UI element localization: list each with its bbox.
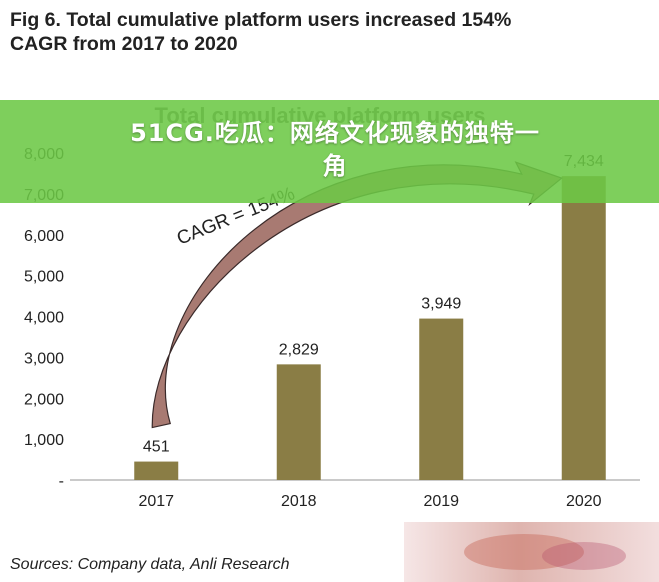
overlay-line-1: 51CG.吃瓜：网络文化现象的独特一 — [130, 119, 540, 147]
x-tick-label: 2019 — [423, 493, 459, 510]
figure-title: Fig 6. Total cumulative platform users i… — [10, 8, 650, 56]
y-tick-label: 1,000 — [24, 432, 64, 449]
data-label: 3,949 — [421, 296, 461, 313]
y-tick-label: 5,000 — [24, 269, 64, 286]
watermark-stamp — [404, 522, 659, 582]
bar — [134, 461, 179, 480]
overlay-banner — [0, 100, 659, 203]
bar — [419, 318, 464, 480]
data-label: 2,829 — [279, 341, 319, 358]
figure-title-line-1: Fig 6. Total cumulative platform users i… — [10, 9, 512, 31]
y-tick-label: 6,000 — [24, 228, 64, 245]
y-tick-label: - — [59, 473, 64, 490]
x-tick-label: 2018 — [281, 493, 317, 510]
y-tick-label: 3,000 — [24, 350, 64, 367]
bar-chart: Total cumulative platform users-1,0002,0… — [24, 103, 640, 510]
figure-title-line-2: CAGR from 2017 to 2020 — [10, 33, 238, 55]
overlay-line-2: 角 — [322, 152, 348, 180]
figure-source: Sources: Company data, Anli Research — [10, 556, 290, 573]
bar — [276, 364, 321, 480]
x-tick-label: 2017 — [138, 493, 174, 510]
bar — [561, 176, 606, 480]
y-tick-label: 2,000 — [24, 391, 64, 408]
y-tick-label: 4,000 — [24, 310, 64, 327]
data-label: 451 — [143, 439, 170, 456]
x-tick-label: 2020 — [566, 493, 602, 510]
overlay-banner-text: 51CG.吃瓜：网络文化现象的独特一 角 — [40, 117, 630, 183]
